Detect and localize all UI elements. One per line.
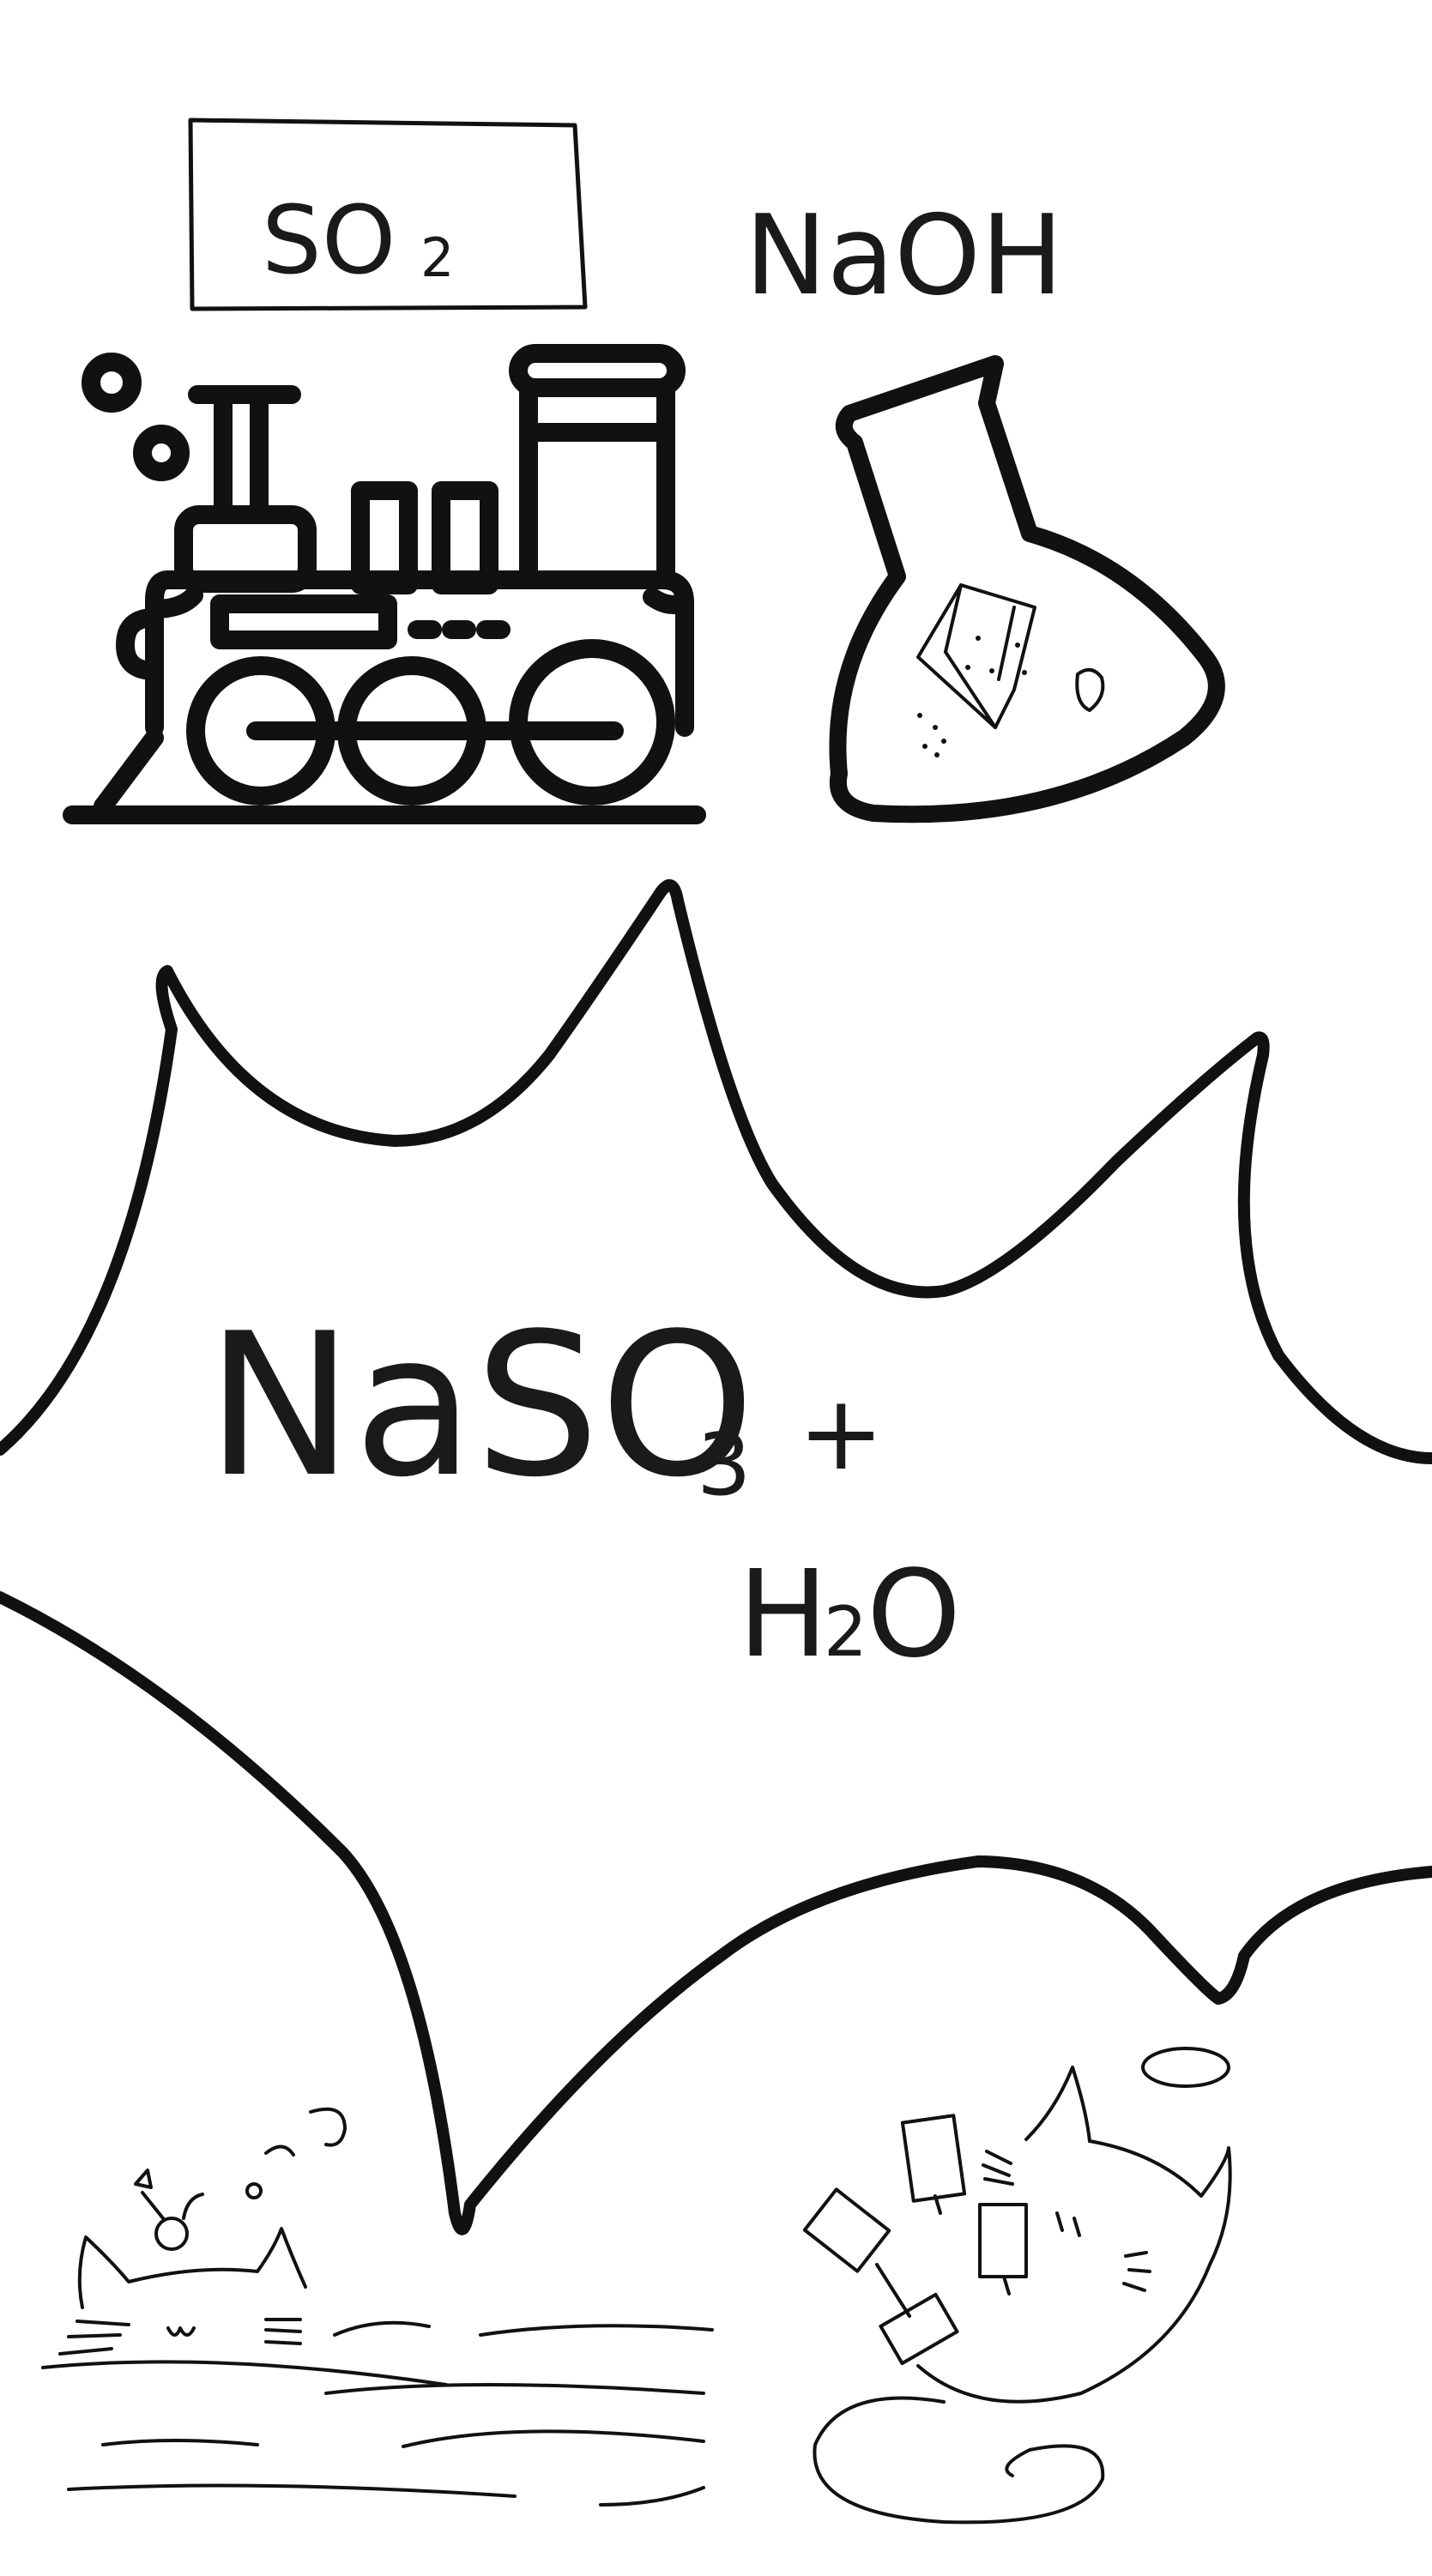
water-h: H <box>738 1545 828 1685</box>
water-o: O <box>867 1545 961 1685</box>
water-subscript: 2 <box>824 1592 867 1672</box>
cat-with-dumbbell-sketch <box>805 2048 1230 2522</box>
plus-sign: + <box>798 1374 885 1493</box>
reaction-product: NaSO 3 + H 2 O <box>206 1292 961 1685</box>
so2-label: SO <box>262 185 396 295</box>
flask-icon <box>837 364 1216 814</box>
so2-box: SO 2 <box>190 120 585 309</box>
naoh-label: NaOH <box>745 192 1063 320</box>
train-icon <box>72 353 697 815</box>
explosion-cloud <box>0 885 1432 2229</box>
product-label: NaSO <box>206 1292 755 1521</box>
product-subscript: 3 <box>697 1415 752 1515</box>
sleeping-cat-sketch <box>43 2109 712 2505</box>
so2-subscript: 2 <box>420 226 454 289</box>
